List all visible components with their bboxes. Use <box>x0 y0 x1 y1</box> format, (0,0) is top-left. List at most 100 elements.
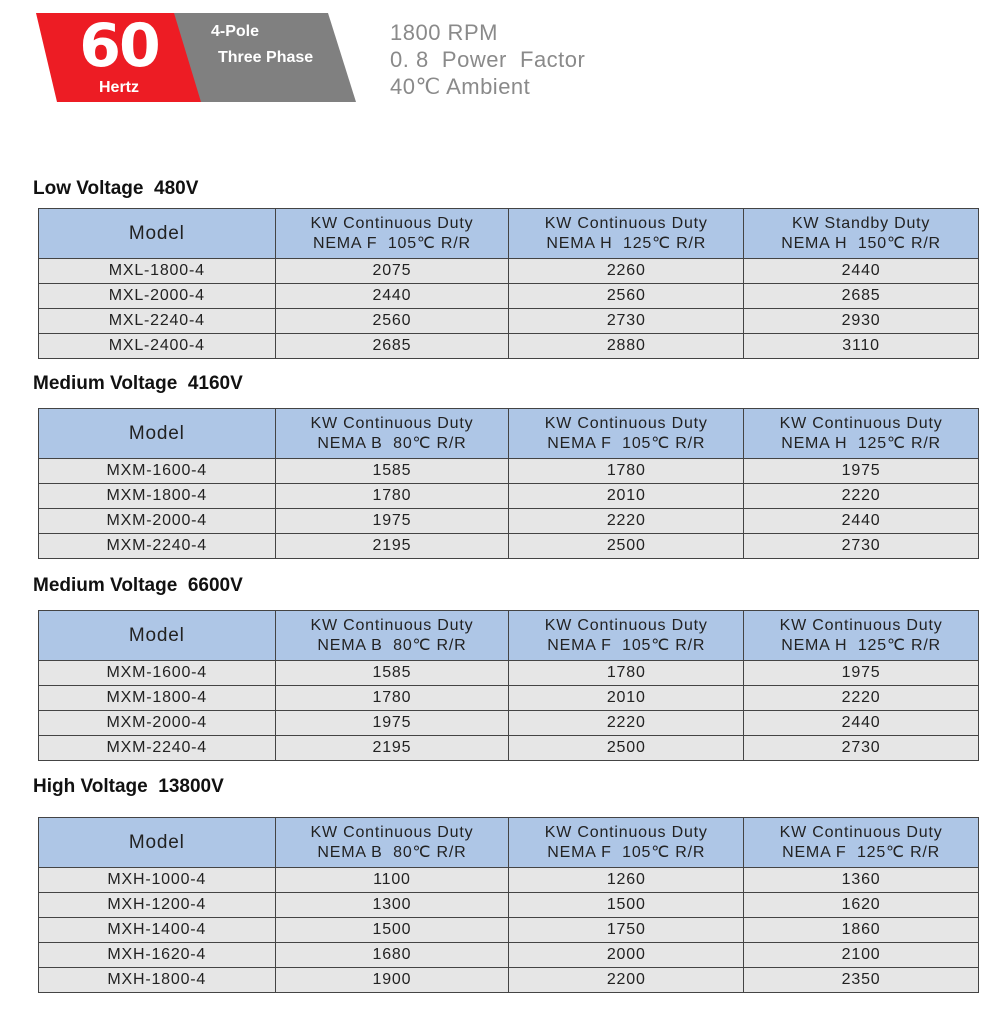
specs-list: 1800 RPM 0. 8 Power Factor 40℃ Ambient <box>390 19 585 100</box>
model-cell: MXM-1600-4 <box>38 458 276 484</box>
table-row: MXM-1800-4 1780 2010 2220 <box>38 483 979 509</box>
column-header: Model <box>38 610 276 661</box>
kw-cell: 2685 <box>743 283 979 309</box>
column-header: KW Continuous Duty NEMA H 125℃ R/R <box>743 610 979 661</box>
spec-power-factor: 0. 8 Power Factor <box>390 47 586 72</box>
kw-cell: 1975 <box>274 710 510 736</box>
table-row: MXH-1620-4 1680 2000 2100 <box>38 942 979 968</box>
kw-cell: 1500 <box>274 917 510 943</box>
table-header-row: Model KW Continuous Duty NEMA F 105℃ R/R KW… <box>38 208 979 259</box>
kw-cell: 1360 <box>743 867 979 893</box>
spec-rpm: 1800 RPM <box>390 20 498 45</box>
kw-cell: 1780 <box>274 685 510 711</box>
frequency-value: 60 <box>79 11 161 81</box>
section-title: Medium Voltage 4160V <box>33 373 243 394</box>
column-header-line: NEMA F 105℃ R/R <box>547 434 706 452</box>
column-header-line: KW Continuous Duty <box>779 414 943 432</box>
kw-cell: 2195 <box>274 533 510 559</box>
kw-cell: 2100 <box>743 942 979 968</box>
kw-cell: 1975 <box>743 458 979 484</box>
kw-cell: 2440 <box>743 258 979 284</box>
column-header: KW Continuous Duty NEMA F 105℃ R/R <box>274 208 510 259</box>
kw-cell: 1500 <box>508 892 745 918</box>
column-header-line: NEMA F 105℃ R/R <box>547 843 706 861</box>
column-header-line: NEMA B 80℃ R/R <box>317 434 467 452</box>
column-header-line: Model <box>128 222 185 244</box>
section-title: Low Voltage 480V <box>33 178 199 199</box>
kw-cell: 2000 <box>508 942 745 968</box>
kw-cell: 1975 <box>743 660 979 686</box>
model-cell: MXM-2240-4 <box>38 533 276 559</box>
model-cell: MXH-1000-4 <box>38 867 276 893</box>
table-row: MXM-1800-4 1780 2010 2220 <box>38 685 979 711</box>
column-header-line: KW Continuous Duty <box>779 823 943 841</box>
column-header: KW Continuous Duty NEMA H 125℃ R/R <box>743 408 979 459</box>
column-header-line: Model <box>128 831 185 853</box>
kw-cell: 2010 <box>508 483 745 509</box>
column-header-line: NEMA H 150℃ R/R <box>781 234 941 252</box>
column-header-line: KW Continuous Duty <box>310 823 474 841</box>
spec-table: Model KW Continuous Duty NEMA B 80℃ R/R KW … <box>38 610 979 761</box>
column-header-line: KW Continuous Duty <box>310 616 474 634</box>
column-header: KW Continuous Duty NEMA F 105℃ R/R <box>508 817 745 868</box>
model-cell: MXL-2000-4 <box>38 283 276 309</box>
kw-cell: 2560 <box>508 283 745 309</box>
column-header: KW Continuous Duty NEMA F 105℃ R/R <box>508 408 745 459</box>
spec-table: Model KW Continuous Duty NEMA F 105℃ R/R KW… <box>38 208 979 359</box>
column-header: Model <box>38 817 276 868</box>
kw-cell: 3110 <box>743 333 979 359</box>
kw-cell: 2260 <box>508 258 745 284</box>
kw-cell: 2685 <box>274 333 510 359</box>
table-row: MXM-2000-4 1975 2220 2440 <box>38 710 979 736</box>
section-title: Medium Voltage 6600V <box>33 575 243 596</box>
kw-cell: 2440 <box>743 710 979 736</box>
column-header-line: NEMA F 105℃ R/R <box>312 234 471 252</box>
pole-phase-badge: 4-Pole Three Phase <box>174 13 356 102</box>
column-header: KW Standby Duty NEMA H 150℃ R/R <box>743 208 979 259</box>
section-title: High Voltage 13800V <box>33 776 224 797</box>
poles-label: 4-Pole <box>211 23 260 40</box>
phase-label: Three Phase <box>218 49 314 66</box>
kw-cell: 2730 <box>743 735 979 761</box>
model-cell: MXM-2000-4 <box>38 508 276 534</box>
kw-cell: 1780 <box>508 660 745 686</box>
column-header: KW Continuous Duty NEMA H 125℃ R/R <box>508 208 745 259</box>
kw-cell: 1300 <box>274 892 510 918</box>
model-cell: MXM-2000-4 <box>38 710 276 736</box>
column-header-line: NEMA F 125℃ R/R <box>782 843 941 861</box>
table-row: MXH-1200-4 1300 1500 1620 <box>38 892 979 918</box>
kw-cell: 2500 <box>508 735 745 761</box>
table-row: MXL-2400-4 2685 2880 3110 <box>38 333 979 359</box>
table-header-row: Model KW Continuous Duty NEMA B 80℃ R/R KW … <box>38 610 979 661</box>
kw-cell: 2880 <box>508 333 745 359</box>
spec-ambient: 40℃ Ambient <box>390 74 531 99</box>
table-row: MXH-1000-4 1100 1260 1360 <box>38 867 979 893</box>
column-header-line: KW Continuous Duty <box>310 214 474 232</box>
column-header-line: NEMA H 125℃ R/R <box>781 434 941 452</box>
model-cell: MXH-1400-4 <box>38 917 276 943</box>
model-cell: MXM-2240-4 <box>38 735 276 761</box>
kw-cell: 2195 <box>274 735 510 761</box>
model-cell: MXL-1800-4 <box>38 258 276 284</box>
column-header: KW Continuous Duty NEMA B 80℃ R/R <box>274 610 510 661</box>
kw-cell: 2560 <box>274 308 510 334</box>
column-header-line: NEMA H 125℃ R/R <box>546 234 707 252</box>
column-header-line: NEMA B 80℃ R/R <box>317 843 467 861</box>
column-header: KW Continuous Duty NEMA F 105℃ R/R <box>508 610 745 661</box>
model-cell: MXM-1600-4 <box>38 660 276 686</box>
kw-cell: 2200 <box>508 967 745 993</box>
kw-cell: 1780 <box>508 458 745 484</box>
kw-cell: 2010 <box>508 685 745 711</box>
table-row: MXM-1600-4 1585 1780 1975 <box>38 660 979 686</box>
model-cell: MXM-1800-4 <box>38 685 276 711</box>
kw-cell: 2730 <box>743 533 979 559</box>
model-cell: MXM-1800-4 <box>38 483 276 509</box>
column-header: KW Continuous Duty NEMA F 125℃ R/R <box>743 817 979 868</box>
kw-cell: 2500 <box>508 533 745 559</box>
column-header-line: KW Continuous Duty <box>310 414 474 432</box>
table-row: MXL-2000-4 2440 2560 2685 <box>38 283 979 309</box>
column-header: KW Continuous Duty NEMA B 80℃ R/R <box>274 408 510 459</box>
column-header-line: NEMA B 80℃ R/R <box>317 636 467 654</box>
column-header-line: NEMA F 105℃ R/R <box>547 636 706 654</box>
kw-cell: 1860 <box>743 917 979 943</box>
